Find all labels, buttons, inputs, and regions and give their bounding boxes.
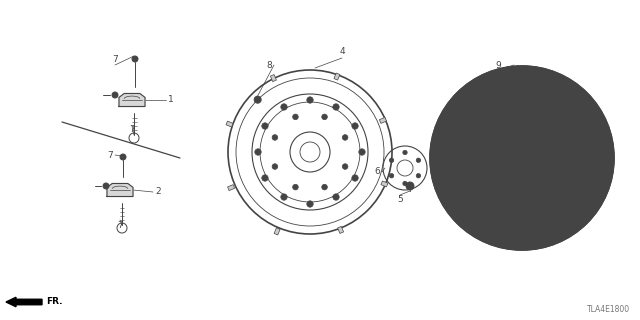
Circle shape (272, 164, 278, 169)
Circle shape (281, 104, 287, 110)
Circle shape (292, 114, 298, 120)
Bar (270, 75, 276, 82)
Bar (380, 117, 387, 124)
Circle shape (333, 194, 339, 200)
Circle shape (322, 184, 327, 190)
Circle shape (389, 158, 394, 163)
Text: 7: 7 (117, 220, 123, 229)
Circle shape (103, 183, 109, 189)
Circle shape (352, 175, 358, 181)
Text: 5: 5 (397, 196, 403, 204)
Circle shape (359, 149, 365, 155)
Text: 1: 1 (168, 95, 173, 105)
Circle shape (416, 173, 420, 178)
Circle shape (403, 150, 407, 155)
Circle shape (333, 104, 339, 110)
Text: FR.: FR. (46, 298, 63, 307)
Circle shape (403, 181, 407, 186)
Polygon shape (119, 93, 145, 107)
Text: 9: 9 (495, 60, 501, 69)
Circle shape (292, 184, 298, 190)
Bar (226, 121, 233, 127)
Circle shape (516, 152, 528, 164)
Text: 4: 4 (339, 47, 345, 57)
Text: 6: 6 (374, 167, 380, 177)
Text: 7: 7 (129, 125, 135, 134)
Bar (381, 181, 388, 187)
Circle shape (272, 135, 278, 140)
Circle shape (262, 123, 268, 129)
Circle shape (120, 154, 126, 160)
Bar (334, 73, 340, 80)
Circle shape (406, 182, 414, 190)
Circle shape (254, 96, 261, 103)
Circle shape (342, 164, 348, 169)
Circle shape (262, 175, 268, 181)
Circle shape (342, 135, 348, 140)
Bar (338, 226, 344, 234)
Circle shape (307, 201, 313, 207)
Text: 8: 8 (266, 60, 272, 69)
Text: 7: 7 (112, 55, 118, 65)
Text: 2: 2 (155, 188, 161, 196)
Circle shape (281, 194, 287, 200)
Bar (274, 228, 280, 235)
Circle shape (307, 97, 313, 103)
Circle shape (416, 158, 420, 163)
Circle shape (112, 92, 118, 98)
Text: TLA4E1800: TLA4E1800 (587, 306, 630, 315)
Polygon shape (107, 183, 133, 196)
Circle shape (389, 173, 394, 178)
Bar (228, 185, 235, 191)
Text: 7: 7 (107, 150, 113, 159)
Circle shape (255, 149, 261, 155)
Circle shape (322, 114, 327, 120)
FancyArrow shape (6, 297, 42, 307)
Circle shape (430, 66, 614, 250)
Circle shape (352, 123, 358, 129)
Circle shape (132, 56, 138, 62)
